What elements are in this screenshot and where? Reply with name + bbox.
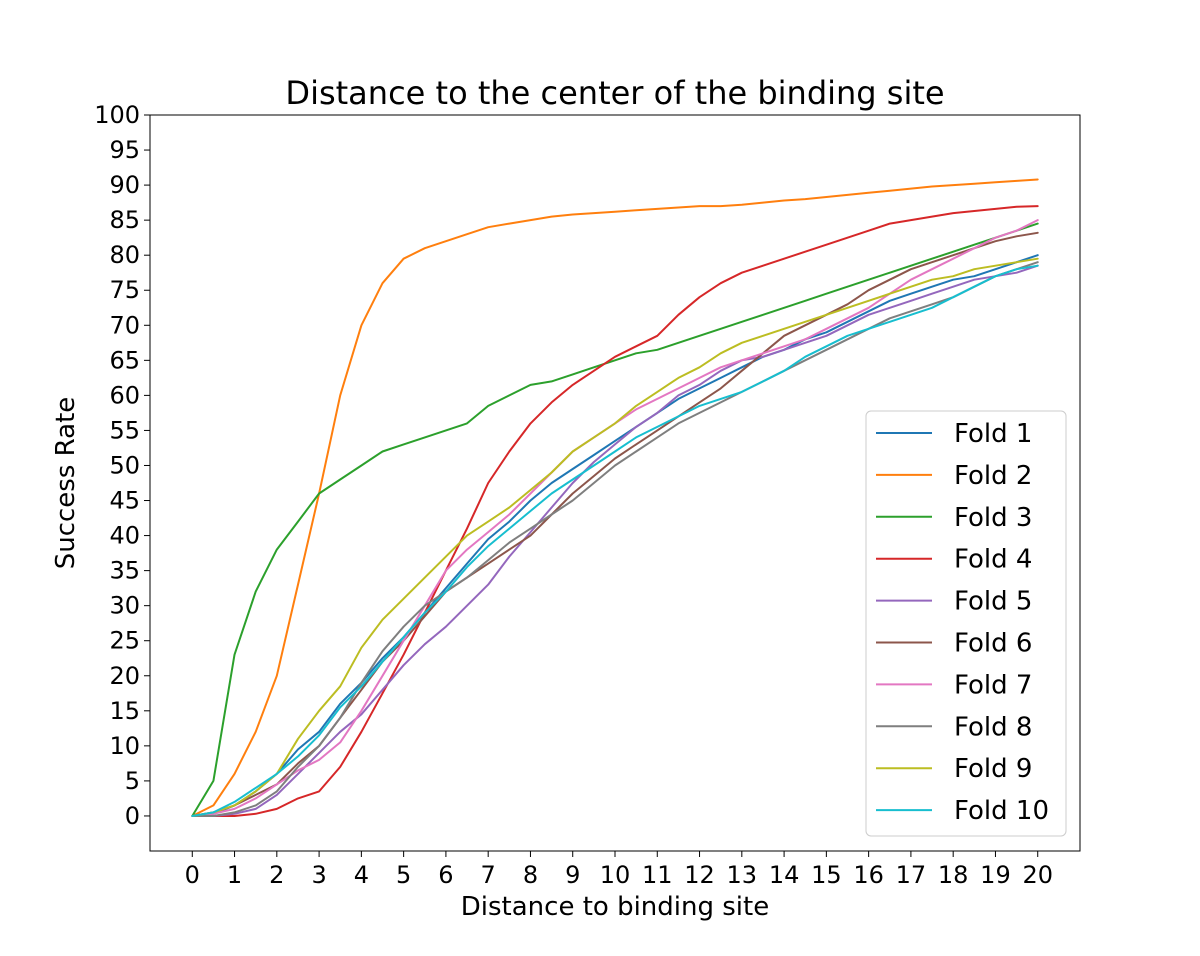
chart-title: Distance to the center of the binding si… xyxy=(285,74,944,112)
x-tick-label: 5 xyxy=(396,861,411,889)
y-tick-label: 90 xyxy=(109,171,140,199)
y-tick-label: 55 xyxy=(109,416,140,444)
x-axis-label: Distance to binding site xyxy=(461,892,769,922)
x-tick-label: 0 xyxy=(185,861,200,889)
y-tick-label: 25 xyxy=(109,627,140,655)
x-tick-label: 19 xyxy=(980,861,1011,889)
x-tick-label: 11 xyxy=(642,861,673,889)
y-tick-label: 5 xyxy=(125,767,140,795)
series-line-fold-3 xyxy=(191,222,1039,817)
y-tick-label: 0 xyxy=(125,802,140,830)
legend-label-fold-9: Fold 9 xyxy=(954,754,1032,784)
legend-label-fold-4: Fold 4 xyxy=(954,545,1032,575)
y-tick-label: 100 xyxy=(94,101,140,129)
legend-label-fold-5: Fold 5 xyxy=(954,587,1032,617)
x-tick-label: 2 xyxy=(269,861,284,889)
x-tick-label: 14 xyxy=(769,861,800,889)
y-tick-label: 70 xyxy=(109,311,140,339)
x-tick-label: 16 xyxy=(853,861,884,889)
y-tick-label: 45 xyxy=(109,487,140,515)
x-tick-label: 18 xyxy=(938,861,969,889)
y-tick-label: 75 xyxy=(109,276,140,304)
y-axis: 0 5 10 15 20 25 30 35 40 45 50 55 60 65 70 75 80 85 90 95 10… xyxy=(94,101,150,830)
y-tick-label: 40 xyxy=(109,522,140,550)
legend-label-fold-1: Fold 1 xyxy=(954,419,1032,449)
legend-label-fold-3: Fold 3 xyxy=(954,503,1032,533)
y-tick-label: 85 xyxy=(109,206,140,234)
series-line-fold-5 xyxy=(191,264,1039,817)
y-tick-label: 20 xyxy=(109,662,140,690)
legend: Fold 1 Fold 2 Fold 3 Fold 4 Fold 5 Fold 6 Fold… xyxy=(865,410,1067,837)
y-tick-label: 35 xyxy=(109,557,140,585)
x-tick-label: 15 xyxy=(811,861,842,889)
legend-label-fold-6: Fold 6 xyxy=(954,629,1032,659)
y-tick-label: 95 xyxy=(109,136,140,164)
series-line-fold-1 xyxy=(191,254,1039,817)
x-tick-label: 17 xyxy=(896,861,927,889)
y-tick-label: 10 xyxy=(109,732,140,760)
x-tick-label: 9 xyxy=(565,861,580,889)
x-tick-label: 13 xyxy=(727,861,758,889)
legend-label-fold-8: Fold 8 xyxy=(954,712,1032,742)
x-axis: 0 1 2 3 4 5 6 7 8 9 10 11 12 13 14 15 16 17 18 19 20 xyxy=(185,851,1053,889)
series-line-fold-4 xyxy=(191,205,1039,817)
x-tick-label: 3 xyxy=(311,861,326,889)
y-axis-label: Success Rate xyxy=(51,397,81,570)
y-tick-label: 50 xyxy=(109,451,140,479)
y-tick-label: 80 xyxy=(109,241,140,269)
x-tick-label: 6 xyxy=(438,861,453,889)
y-tick-label: 60 xyxy=(109,381,140,409)
x-tick-label: 10 xyxy=(600,861,631,889)
x-tick-label: 8 xyxy=(523,861,538,889)
series-line-fold-2 xyxy=(191,178,1039,817)
x-tick-label: 4 xyxy=(354,861,369,889)
y-tick-label: 30 xyxy=(109,592,140,620)
series-lines xyxy=(191,178,1039,817)
series-line-fold-10 xyxy=(191,264,1039,817)
series-line-fold-9 xyxy=(191,257,1039,817)
x-tick-label: 12 xyxy=(684,861,715,889)
y-tick-label: 65 xyxy=(109,346,140,374)
legend-label-fold-2: Fold 2 xyxy=(954,461,1032,491)
legend-label-fold-7: Fold 7 xyxy=(954,670,1032,700)
x-tick-label: 20 xyxy=(1022,861,1053,889)
x-tick-label: 7 xyxy=(481,861,496,889)
legend-label-fold-10: Fold 10 xyxy=(954,796,1049,826)
y-tick-label: 15 xyxy=(109,697,140,725)
x-tick-label: 1 xyxy=(227,861,242,889)
series-line-fold-8 xyxy=(191,261,1039,817)
